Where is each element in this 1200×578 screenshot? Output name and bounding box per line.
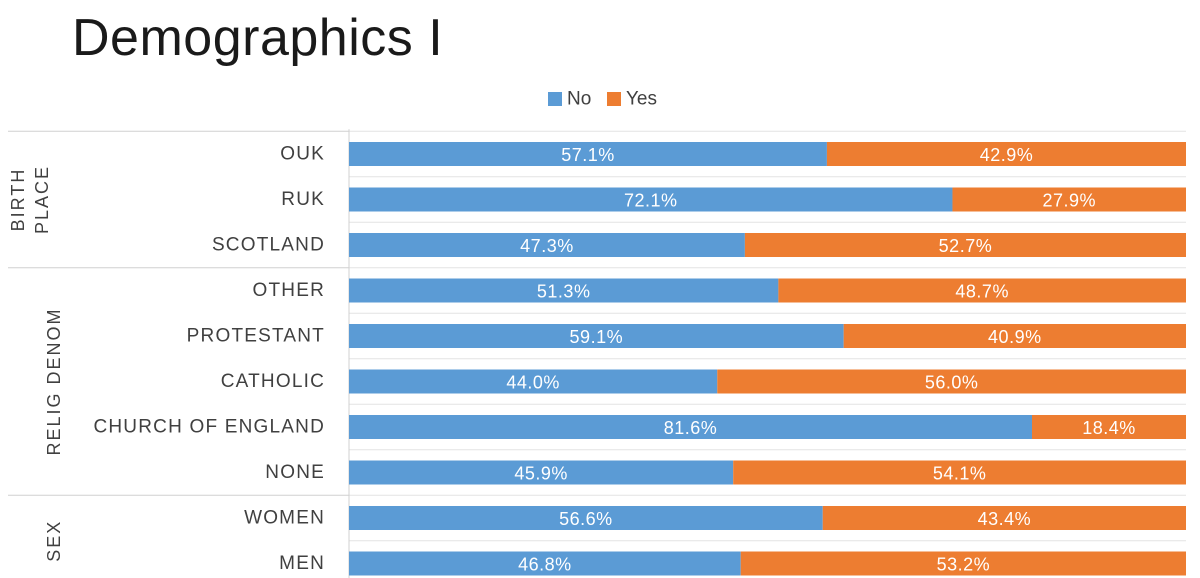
legend-label-yes: Yes <box>626 89 657 110</box>
bar-no <box>349 324 844 348</box>
category-axis: OUK RUK SCOTLAND OTHER PROTESTANT CATHOLIC CHU… <box>93 144 326 575</box>
bar-yes <box>744 233 1186 257</box>
grid-layer <box>348 129 1186 578</box>
data-label-yes: 40.9% <box>988 327 1042 347</box>
data-label-yes: 53.2% <box>937 555 991 575</box>
data-label-yes: 42.9% <box>980 145 1034 165</box>
data-label-no: 57.1% <box>561 145 615 165</box>
group-label: PLACE <box>32 165 52 234</box>
data-label-yes: 18.4% <box>1082 418 1136 438</box>
data-label-yes: 43.4% <box>978 509 1032 529</box>
bar-yes <box>826 142 1186 166</box>
category-label: SCOTLAND <box>212 235 325 256</box>
category-label: MEN <box>279 553 325 574</box>
bar-no <box>349 551 741 576</box>
bar-no <box>349 506 823 530</box>
page-title: Demographics I <box>72 9 444 67</box>
category-label: NONE <box>265 462 325 483</box>
data-label-no: 47.3% <box>520 236 574 256</box>
data-label-yes: 48.7% <box>955 282 1009 302</box>
data-label-yes: 56.0% <box>925 373 979 393</box>
bar-yes <box>717 369 1186 394</box>
data-label-yes: 27.9% <box>1042 191 1096 211</box>
bar-no <box>349 187 953 212</box>
bar-no <box>349 415 1032 439</box>
data-label-no: 46.8% <box>518 555 572 575</box>
bars-layer: 57.1% 42.9% 72.1% 27.9% 47.3% 52.7% 51.3% 48.7%… <box>349 142 1186 576</box>
data-label-no: 59.1% <box>570 327 624 347</box>
category-label: OTHER <box>253 280 326 301</box>
bar-yes <box>733 460 1186 485</box>
category-label: WOMEN <box>244 508 325 529</box>
bar-no <box>349 142 827 166</box>
group-axis: BIRTH PLACE RELIG DENOM SEX <box>8 130 349 562</box>
legend-label-no: No <box>567 89 591 110</box>
bar-no <box>349 460 734 485</box>
category-label: CATHOLIC <box>221 371 325 392</box>
group-label: SEX <box>44 520 64 562</box>
group-label: RELIG DENOM <box>44 307 64 455</box>
legend-swatch-yes <box>607 92 621 106</box>
chart-legend: No Yes <box>548 89 657 110</box>
data-label-no: 72.1% <box>624 191 678 211</box>
data-label-no: 51.3% <box>537 282 591 302</box>
bar-yes <box>740 551 1186 576</box>
data-label-no: 81.6% <box>664 418 718 438</box>
group-label: BIRTH <box>8 168 28 232</box>
bar-yes <box>778 278 1186 303</box>
data-label-yes: 52.7% <box>939 236 993 256</box>
data-label-yes: 54.1% <box>933 464 987 484</box>
bar-no <box>349 278 779 303</box>
bar-yes <box>843 324 1186 348</box>
data-label-no: 56.6% <box>559 509 613 529</box>
data-label-no: 45.9% <box>514 464 568 484</box>
bar-no <box>349 233 745 257</box>
legend-swatch-no <box>548 92 562 106</box>
category-label: RUK <box>281 189 325 210</box>
bar-yes <box>952 187 1186 212</box>
category-label: PROTESTANT <box>187 326 325 347</box>
category-label: CHURCH OF ENGLAND <box>93 417 325 438</box>
bar-yes <box>822 506 1186 530</box>
bar-no <box>349 369 718 394</box>
category-label: OUK <box>280 144 325 165</box>
bar-yes <box>1031 415 1186 439</box>
data-label-no: 44.0% <box>506 373 560 393</box>
